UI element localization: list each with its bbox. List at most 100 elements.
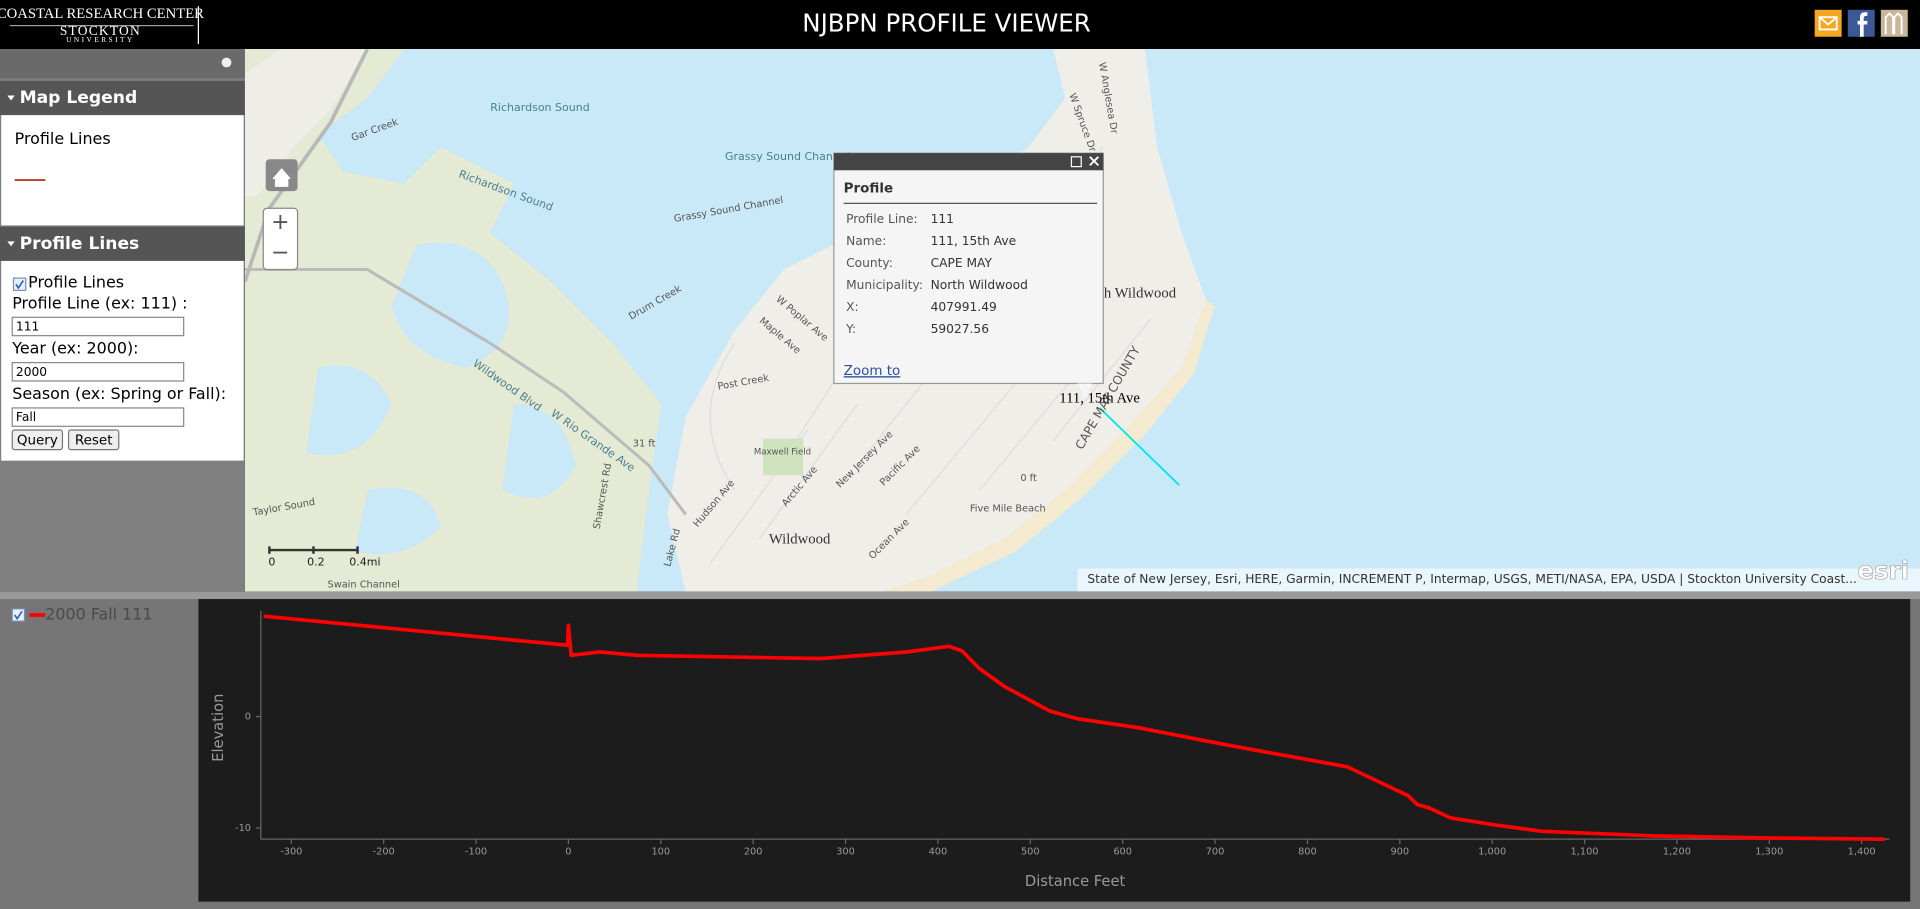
scale-bar	[268, 546, 359, 554]
panel-title: Map Legend	[20, 88, 138, 108]
attribution: State of New Jersey, Esri, HERE, Garmin,…	[1087, 572, 1857, 587]
profile-line[interactable]	[1098, 407, 1180, 486]
logo-text: COASTAL RESEARCH CENTER	[0, 6, 204, 22]
y-tick-label: -10	[235, 823, 251, 834]
park	[762, 438, 804, 476]
facebook-glyph	[1857, 12, 1868, 37]
popup-value: CAPE MAY	[931, 256, 993, 270]
x-tick-label: 100	[651, 846, 670, 857]
settings-icon[interactable]	[221, 57, 232, 68]
header-bar	[0, 0, 1920, 50]
road	[244, 267, 687, 516]
map-label: 0 ft	[1020, 473, 1037, 484]
popup-value: 111	[931, 212, 954, 226]
zoom-in[interactable]: +	[271, 210, 289, 235]
field-label: Profile Line (ex: 111) :	[12, 293, 187, 312]
stockton-glyph	[1884, 12, 1903, 35]
text-input[interactable]	[11, 407, 185, 427]
x-tick-label: 600	[1113, 846, 1132, 857]
x-tick-label: 1,100	[1571, 846, 1599, 857]
x-tick-label: 700	[1206, 846, 1225, 857]
profile-label: 111, 15th Ave	[1059, 391, 1140, 407]
popup-value: 59027.56	[931, 322, 990, 336]
popup-title: Profile	[844, 181, 894, 197]
logo-text: STOCKTON	[60, 23, 141, 38]
scale-label: 0	[268, 555, 275, 568]
chart-box	[198, 599, 1911, 902]
x-tick-label: 300	[836, 846, 855, 857]
map-label: Swain Channel	[327, 579, 399, 590]
checkbox[interactable]	[12, 277, 27, 291]
x-tick-label: 400	[929, 846, 948, 857]
x-tick-label: 800	[1298, 846, 1317, 857]
x-tick-label: 500	[1021, 846, 1040, 857]
email-glyph	[1818, 16, 1838, 31]
button[interactable]	[67, 429, 120, 451]
panel-header[interactable]	[0, 80, 245, 116]
panel-header[interactable]	[0, 226, 245, 261]
collapse-arrow	[7, 241, 15, 247]
text-input[interactable]	[11, 362, 185, 382]
map-label: Grassy Sound Channel	[725, 150, 850, 163]
x-axis-title: Distance Feet	[1025, 873, 1126, 890]
popup-key: Profile Line:	[846, 212, 918, 226]
sidebar-toolbar	[0, 49, 245, 79]
attribution-bar	[1077, 568, 1920, 592]
splitter[interactable]	[0, 591, 1920, 600]
scale-label: 0.4mi	[349, 555, 380, 568]
text-input[interactable]	[11, 316, 185, 337]
x-tick-label: 1,200	[1663, 846, 1691, 857]
zoom-out[interactable]: −	[271, 241, 289, 266]
input-value: 2000	[16, 365, 47, 379]
series-checkbox[interactable]	[11, 608, 26, 622]
y-axis-title: Elevation	[210, 694, 227, 762]
logo-text: UNIVERSITY	[66, 35, 134, 44]
map-label: Richardson Sound	[490, 101, 589, 114]
home-glyph	[272, 168, 291, 187]
popup-pointer	[1077, 383, 1093, 399]
popup-fields: Profile Line: 111 Name: 111, 15th Ave County…	[845, 212, 1028, 336]
app-title: NJBPN PROFILE VIEWER	[802, 8, 1091, 37]
parkway	[244, 49, 369, 283]
zoom-link[interactable]: Zoom to	[844, 363, 901, 379]
button-label: Reset	[75, 432, 113, 448]
map-label: Five Mile Beach	[970, 503, 1046, 514]
field-label: Year (ex: 2000):	[11, 339, 138, 358]
popup-value: 111, 15th Ave	[931, 234, 1017, 248]
button-label: Query	[17, 432, 58, 448]
query-panel	[1, 260, 244, 461]
popup-close[interactable]	[1089, 156, 1100, 167]
field-label: Season (ex: Spring or Fall):	[12, 384, 226, 403]
y-tick-label: 0	[245, 712, 251, 723]
button[interactable]	[11, 429, 64, 451]
checkbox-label: Profile Lines	[28, 272, 124, 291]
profile-chart: -300 -200 -100 0 100 200 300 400 500 600 700 800 900…	[29, 604, 1890, 890]
map-label: Wildwood	[769, 532, 831, 548]
x-tick-label: 1,400	[1848, 846, 1876, 857]
legend-panel	[1, 115, 244, 226]
x-tick-label: -300	[280, 846, 302, 857]
zoom-control	[262, 207, 299, 271]
profile-line	[263, 614, 1885, 842]
popup-maximize[interactable]	[1070, 156, 1082, 168]
query-form: Profile Line (ex: 111) : 111 Year (ex: 200…	[11, 293, 226, 451]
popup-key: Municipality:	[846, 278, 923, 292]
legend-label[interactable]: 2000 Fall 111	[45, 604, 152, 623]
checkmark	[14, 610, 23, 621]
input-value: 111	[16, 320, 39, 334]
map-label: 31 ft	[633, 438, 656, 449]
x-tick-label: -200	[373, 846, 395, 857]
x-tick-label: 900	[1390, 846, 1409, 857]
popup-key: Name:	[846, 234, 886, 248]
popup-value: 407991.49	[931, 300, 997, 314]
x-tick-label: 1,300	[1755, 846, 1783, 857]
popup	[833, 152, 1104, 385]
collapse-arrow	[7, 95, 15, 101]
input-value: Fall	[16, 410, 36, 424]
map-label: Maxwell Field	[754, 448, 811, 458]
popup-key: County:	[846, 256, 893, 270]
x-tick-label: 1,000	[1478, 846, 1506, 857]
